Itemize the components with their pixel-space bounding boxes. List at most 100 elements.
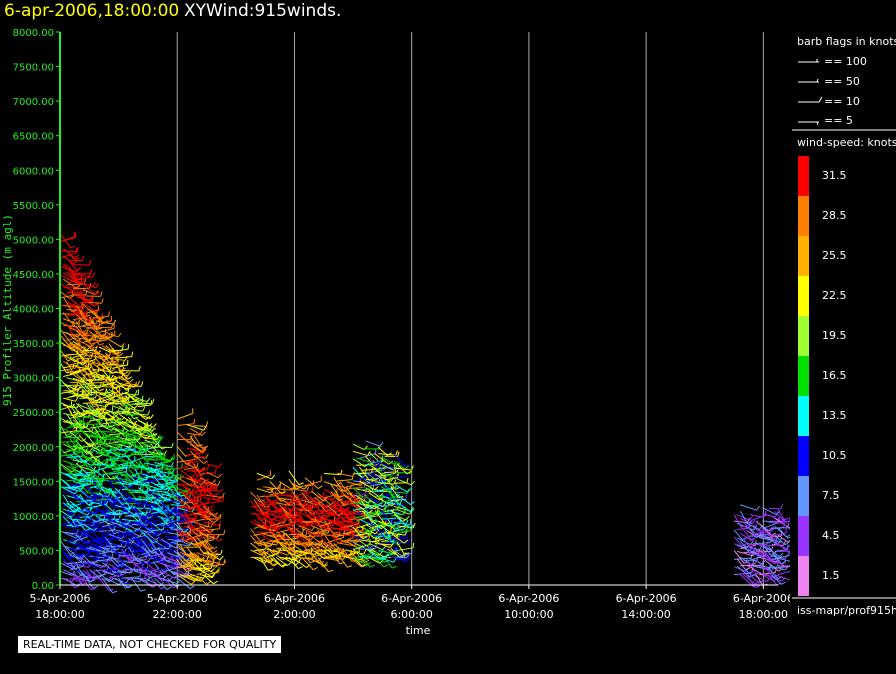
wind-barb <box>295 491 313 497</box>
wind-barb <box>282 508 293 524</box>
wind-barb <box>118 494 132 501</box>
wind-barb <box>92 381 107 384</box>
wind-barb <box>157 567 173 571</box>
wind-barb <box>253 498 264 514</box>
wind-barb-flag <box>127 376 133 380</box>
wind-barb <box>66 486 84 489</box>
wind-barb <box>79 318 91 326</box>
wind-barb <box>301 506 313 522</box>
wind-barb <box>63 443 75 451</box>
wind-barb <box>69 411 81 426</box>
wind-barb <box>76 394 92 398</box>
wind-barb-flag <box>95 291 100 295</box>
wind-barb <box>253 512 265 520</box>
wind-barb-flag <box>383 564 389 568</box>
wind-barb-flag <box>125 525 131 529</box>
wind-barb <box>374 519 386 527</box>
wind-barb <box>733 529 743 541</box>
wind-barb-flag <box>408 538 411 544</box>
wind-barb-flag <box>405 519 409 525</box>
wind-barb <box>154 461 172 468</box>
wind-barb-flag <box>267 568 274 571</box>
wind-barb <box>82 482 100 485</box>
wind-barb <box>291 556 307 568</box>
wind-barb-flag <box>406 477 409 483</box>
wind-barb <box>739 540 751 554</box>
wind-barb <box>69 431 83 442</box>
wind-barb <box>384 471 398 474</box>
wind-barb <box>151 528 164 532</box>
wind-barb <box>101 362 113 374</box>
wind-barb-flag <box>747 521 753 524</box>
wind-barb <box>199 507 210 517</box>
wind-barb <box>147 451 165 456</box>
y-tick-label: 4500.00 <box>13 270 54 281</box>
wind-barb <box>263 533 277 539</box>
wind-barb <box>72 554 85 565</box>
wind-barb <box>176 477 193 487</box>
wind-barb <box>144 507 161 511</box>
wind-barb <box>102 396 115 402</box>
wind-barb <box>128 400 143 403</box>
wind-barb <box>206 571 219 576</box>
wind-barb <box>95 553 109 559</box>
wind-barb <box>102 431 117 443</box>
wind-barb <box>199 574 213 579</box>
wind-barb <box>253 524 266 530</box>
wind-barb-flag <box>90 268 93 275</box>
wind-barb-flag <box>139 532 144 537</box>
wind-barb <box>173 493 189 502</box>
wind-barb <box>193 498 204 514</box>
wind-barb <box>59 378 72 392</box>
wind-barb <box>115 481 133 486</box>
wind-barb <box>365 478 380 483</box>
wind-barb-flag <box>74 257 80 261</box>
wind-barb <box>266 487 280 491</box>
wind-barb <box>102 392 116 403</box>
wind-barb-flag <box>778 552 784 557</box>
wind-barb <box>151 569 165 575</box>
wind-barb <box>180 544 188 556</box>
wind-barb <box>154 469 172 475</box>
wind-barb <box>92 424 102 439</box>
wind-barb <box>154 516 167 521</box>
wind-barb-flag <box>120 343 125 348</box>
wind-barb-flag <box>294 527 300 530</box>
x-tick-label: 6-Apr-2006 <box>733 592 790 605</box>
x-tick-label: 10:00:00 <box>504 608 553 621</box>
wind-barb <box>193 521 211 528</box>
wind-barb <box>749 528 760 537</box>
wind-barb <box>79 355 92 365</box>
wind-barb <box>154 540 169 550</box>
wind-barb <box>206 494 223 498</box>
wind-barb <box>112 571 130 574</box>
wind-barb <box>203 553 221 556</box>
wind-barb-flag <box>101 413 106 418</box>
wind-barb <box>137 563 149 571</box>
wind-barb-flag <box>125 581 131 585</box>
wind-barb <box>314 517 324 531</box>
wind-barb <box>301 543 312 556</box>
wind-barb <box>125 500 139 502</box>
wind-barb <box>311 497 325 509</box>
wind-barb <box>196 478 213 488</box>
barb-legend-title: barb flags in knots <box>797 35 896 48</box>
wind-barb <box>118 577 126 589</box>
wind-barb <box>199 549 216 560</box>
wind-barb <box>381 463 394 471</box>
wind-barb <box>121 562 137 573</box>
wind-barb-flag <box>403 539 409 544</box>
wind-barb <box>72 536 88 542</box>
wind-barb <box>62 502 75 513</box>
wind-barb <box>272 509 286 512</box>
wind-barb-flag <box>213 512 219 516</box>
wind-barb <box>276 502 290 506</box>
wind-barb-flag <box>745 567 751 571</box>
wind-barb-flag <box>69 552 75 555</box>
wind-barb <box>118 501 131 516</box>
wind-barb <box>86 471 99 474</box>
wind-barb <box>317 492 331 506</box>
wind-barb <box>82 317 97 325</box>
wind-barb-flag <box>312 566 318 571</box>
wind-barb <box>121 411 135 414</box>
